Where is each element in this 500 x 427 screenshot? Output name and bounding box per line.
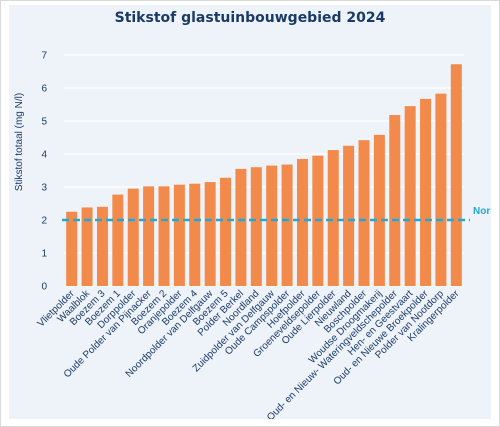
y-tick-label: 1	[41, 249, 47, 260]
bar	[420, 98, 432, 286]
bar	[343, 145, 355, 286]
bar	[373, 134, 385, 286]
bar	[450, 64, 462, 286]
chart-title: Stikstof glastuinbouwgebied 2024	[115, 10, 386, 26]
bar	[158, 186, 170, 286]
bar	[404, 106, 416, 287]
bar	[435, 93, 447, 286]
bar	[81, 207, 93, 286]
bar	[189, 183, 201, 286]
bar	[66, 211, 78, 286]
y-tick-label: 3	[41, 183, 47, 194]
bar	[96, 206, 108, 286]
norm-label: Norm	[473, 206, 491, 217]
y-tick-label: 5	[41, 117, 47, 128]
grid-lines	[64, 54, 464, 287]
y-axis-ticks: 0 1 2 3 4 5 6 7	[41, 51, 47, 293]
chart-panel: Stikstof glastuinbouwgebied 2024 Stiksto…	[9, 5, 491, 419]
bar	[266, 165, 278, 286]
bar	[112, 194, 124, 286]
y-tick-label: 0	[41, 282, 47, 293]
bar	[127, 188, 139, 286]
norm-reference: Norm	[62, 206, 491, 222]
y-tick-label: 7	[41, 51, 47, 62]
y-tick-label: 6	[41, 84, 47, 95]
bar	[235, 168, 247, 286]
y-axis-label: Stikstof totaal (mg N/l)	[14, 93, 25, 191]
bar	[143, 186, 155, 286]
bar	[173, 184, 185, 286]
bar	[204, 182, 216, 286]
bar-chart: Stikstof glastuinbouwgebied 2024 Stiksto…	[14, 10, 491, 419]
bar	[250, 167, 262, 286]
bar	[296, 158, 308, 286]
y-tick-label: 2	[41, 216, 47, 227]
y-tick-label: 4	[41, 150, 47, 161]
bar	[389, 115, 401, 286]
bar	[281, 164, 293, 286]
bar	[327, 150, 339, 286]
bar	[220, 177, 232, 286]
bar	[358, 140, 370, 286]
